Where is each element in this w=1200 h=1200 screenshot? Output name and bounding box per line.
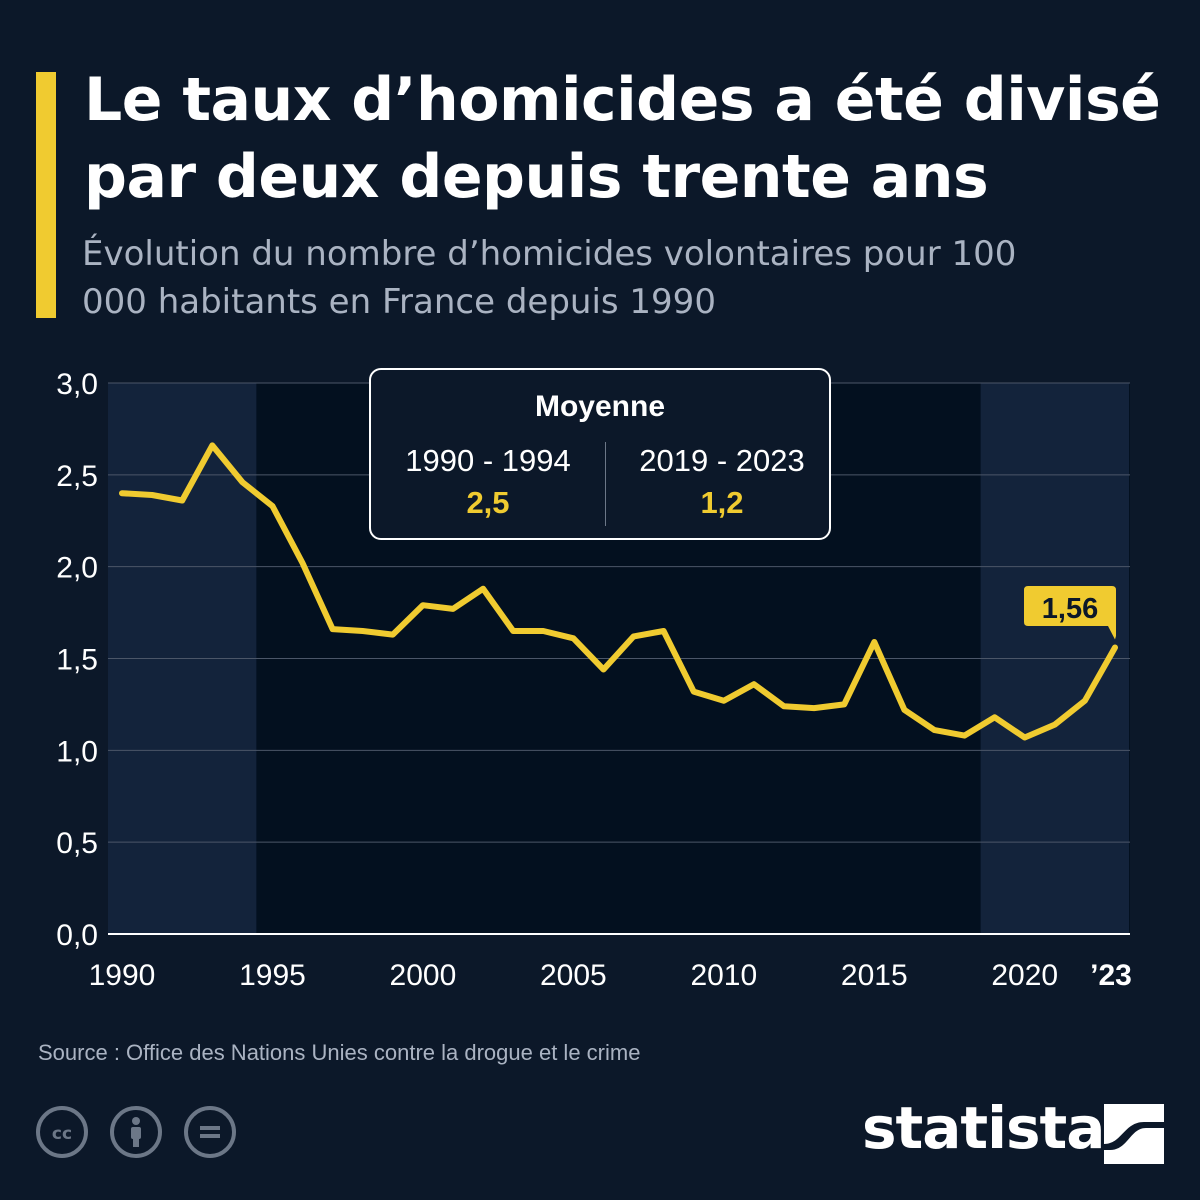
svg-text:cc: cc	[52, 1124, 72, 1144]
x-tick-label: 2000	[390, 959, 457, 992]
x-tick-label: 1990	[89, 959, 156, 992]
y-tick-label: 0,0	[56, 919, 98, 952]
legend-recent-period-label: 2019 - 2023	[639, 443, 805, 478]
creative-commons-icon[interactable]: cc	[36, 1106, 88, 1158]
x-tick-label: 2020	[991, 959, 1058, 992]
y-tick-label: 2,0	[56, 552, 98, 585]
legend-early-period: 1990 - 1994 2,5	[377, 442, 599, 526]
end-value-label: 1,56	[1042, 593, 1098, 625]
x-tick-label: 2010	[690, 959, 757, 992]
legend-title: Moyenne	[534, 390, 666, 423]
legend-early-period-label: 1990 - 1994	[405, 443, 571, 478]
brand-wordmark: statista	[862, 1094, 1105, 1162]
y-tick-label: 3,0	[56, 368, 98, 401]
legend-recent-period: 2019 - 2023 1,2	[611, 442, 833, 526]
series-line	[119, 442, 1118, 741]
chart-subtitle: Évolution du nombre d’homicides volontai…	[82, 234, 1017, 322]
legend-early-period-value: 2,5	[466, 485, 510, 520]
attribution-icon[interactable]	[110, 1106, 162, 1158]
legend-divider	[605, 442, 606, 526]
x-tick-label: 2015	[841, 959, 908, 992]
source-note: Source : Office des Nations Unies contre…	[38, 1040, 641, 1065]
x-tick-label: 1995	[239, 959, 306, 992]
chart-title: Le taux d’homicides a été divisé par deu…	[84, 65, 1161, 212]
y-tick-label: 0,5	[56, 827, 98, 860]
accent-bar	[36, 72, 56, 318]
x-tick-label: ’23	[1090, 959, 1132, 992]
y-tick-label: 1,0	[56, 735, 98, 768]
legend-recent-period-value: 1,2	[700, 485, 744, 520]
x-tick-label: 2005	[540, 959, 607, 992]
end-value-label-box	[1024, 586, 1116, 640]
no-derivatives-icon[interactable]	[184, 1106, 236, 1158]
average-legend-box: Moyenne 1990 - 1994 2,5 2019 - 2023 1,2	[369, 368, 831, 540]
y-tick-label: 1,5	[56, 644, 98, 677]
statista-logo-icon	[1104, 1104, 1164, 1164]
y-tick-label: 2,5	[56, 460, 98, 493]
